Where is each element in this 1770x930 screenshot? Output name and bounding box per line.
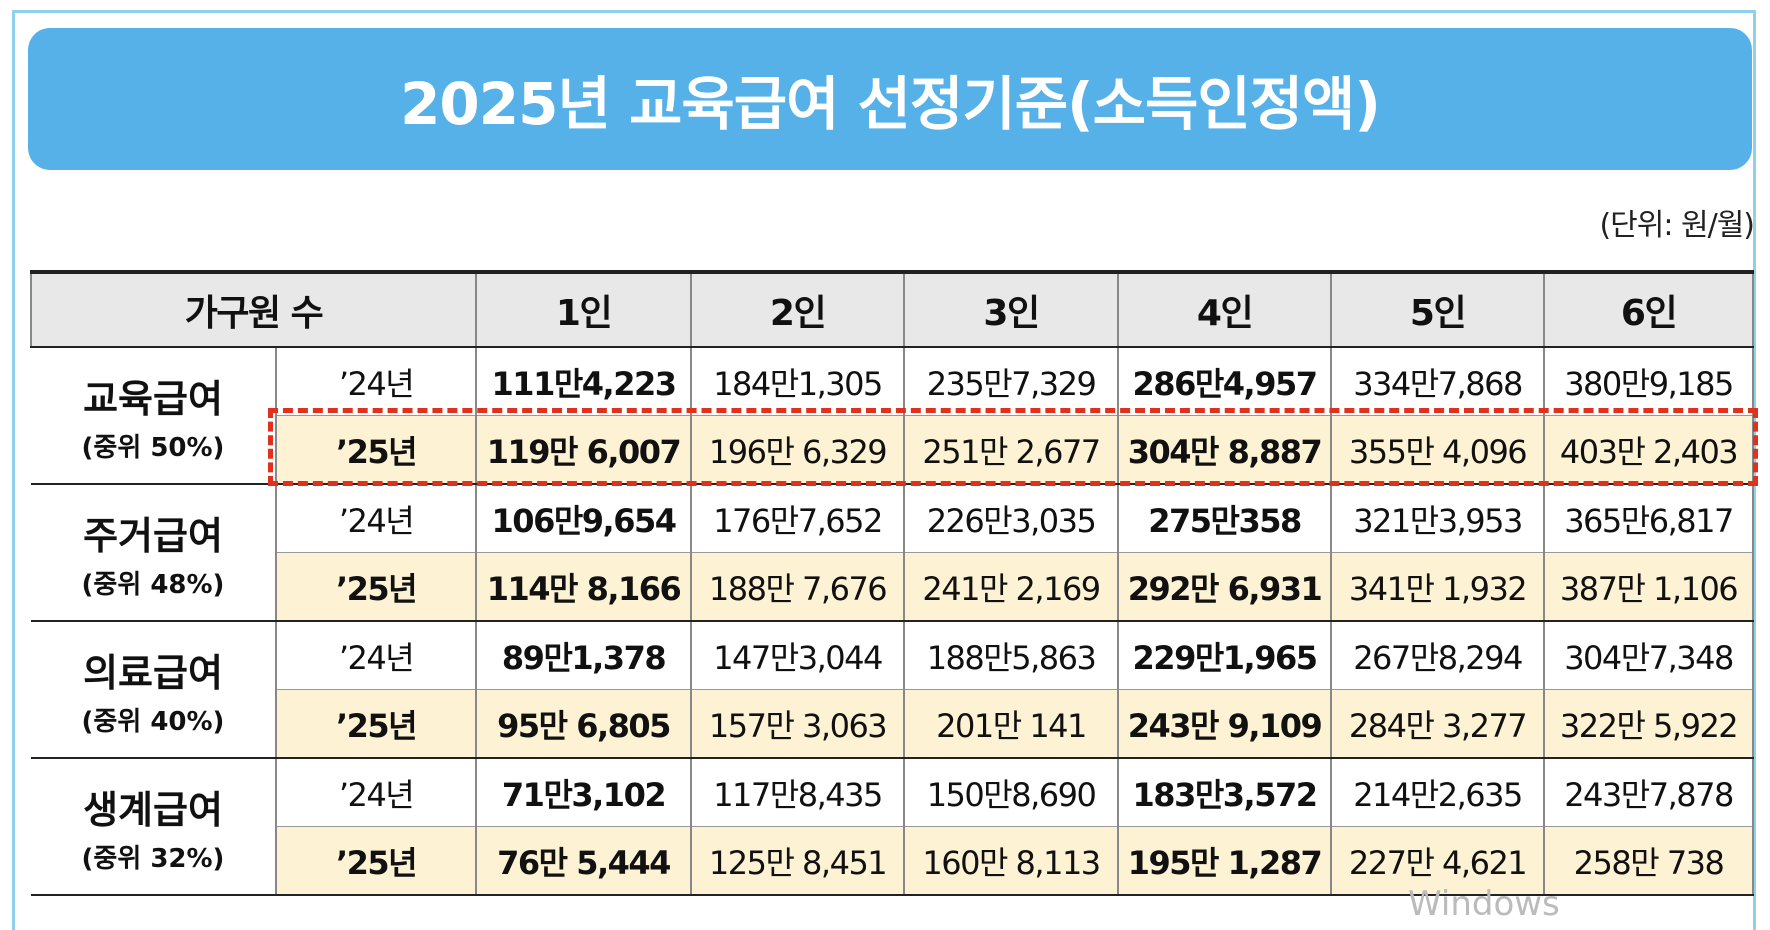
column-header: 5인 bbox=[1330, 270, 1546, 348]
table-row: 생계급여 (중위 32%) ’24년 71만3,102 117만8,435 150만8,6… bbox=[31, 758, 1755, 896]
table-row: ’25년 114만 8,166 188만 7,676 241만 2,169 292만 6… bbox=[31, 552, 1755, 622]
year-cell: ’25년 bbox=[274, 552, 478, 622]
value-cell: 106만9,654 bbox=[475, 484, 693, 553]
value-cell: 380만9,185 bbox=[1543, 347, 1755, 416]
value-cell: 188만5,863 bbox=[903, 621, 1120, 690]
table-row: ’25년 95만 6,805 157만 3,063 201만 141 243만 9,10… bbox=[31, 689, 1755, 759]
group-name: 주거급여 bbox=[83, 513, 223, 558]
group-cell: 주거급여 (중위 48%) bbox=[31, 484, 277, 622]
value-cell: 195만 1,287 bbox=[1117, 826, 1333, 896]
value-cell: 114만 8,166 bbox=[475, 552, 693, 622]
value-cell: 304만 8,887 bbox=[1117, 415, 1333, 485]
table-row: 교육급여 (중위 50%) ’24년 111만4,223 184만1,305 235만7,… bbox=[31, 347, 1755, 485]
year-cell: ’24년 bbox=[274, 621, 478, 690]
group-name: 생계급여 bbox=[83, 787, 223, 832]
value-cell: 258만 738 bbox=[1543, 826, 1755, 896]
value-cell: 403만 2,403 bbox=[1543, 415, 1755, 485]
year-cell: ’25년 bbox=[274, 689, 478, 759]
value-cell: 251만 2,677 bbox=[903, 415, 1120, 485]
value-cell: 243만7,878 bbox=[1543, 758, 1755, 827]
table-row: 의료급여 (중위 40%) ’24년 89만1,378 147만3,044 188만5,8… bbox=[31, 621, 1755, 759]
group-basis: (중위 40%) bbox=[81, 706, 225, 737]
value-cell: 125만 8,451 bbox=[690, 826, 906, 896]
column-header: 6인 bbox=[1543, 270, 1755, 348]
value-cell: 227만 4,621 bbox=[1330, 826, 1546, 896]
group-basis: (중위 32%) bbox=[81, 843, 225, 874]
value-cell: 196만 6,329 bbox=[690, 415, 906, 485]
group-cell: 의료급여 (중위 40%) bbox=[31, 621, 277, 759]
value-cell: 71만3,102 bbox=[475, 758, 693, 827]
group-name: 교육급여 bbox=[83, 376, 223, 421]
value-cell: 157만 3,063 bbox=[690, 689, 906, 759]
value-cell: 226만3,035 bbox=[903, 484, 1120, 553]
value-cell: 322만 5,922 bbox=[1543, 689, 1755, 759]
value-cell: 304만7,348 bbox=[1543, 621, 1755, 690]
value-cell: 292만 6,931 bbox=[1117, 552, 1333, 622]
year-cell: ’24년 bbox=[274, 758, 478, 827]
group-name: 의료급여 bbox=[83, 650, 223, 695]
group-basis: (중위 48%) bbox=[81, 569, 225, 600]
value-cell: 176만7,652 bbox=[690, 484, 906, 553]
value-cell: 201만 141 bbox=[903, 689, 1120, 759]
value-cell: 275만358 bbox=[1117, 484, 1333, 553]
column-header: 1인 bbox=[475, 270, 693, 348]
value-cell: 119만 6,007 bbox=[475, 415, 693, 485]
value-cell: 284만 3,277 bbox=[1330, 689, 1546, 759]
title-banner: 2025년 교육급여 선정기준(소득인정액) bbox=[28, 28, 1752, 170]
column-header: 2인 bbox=[690, 270, 906, 348]
value-cell: 321만3,953 bbox=[1330, 484, 1546, 553]
value-cell: 111만4,223 bbox=[475, 347, 693, 416]
value-cell: 147만3,044 bbox=[690, 621, 906, 690]
value-cell: 267만8,294 bbox=[1330, 621, 1546, 690]
value-cell: 355만 4,096 bbox=[1330, 415, 1546, 485]
unit-note: (단위: 원/월) bbox=[1599, 208, 1755, 243]
title: 2025년 교육급여 선정기준(소득인정액) bbox=[400, 70, 1381, 138]
year-cell: ’24년 bbox=[274, 347, 478, 416]
value-cell: 95만 6,805 bbox=[475, 689, 693, 759]
table-row: ’25년 76만 5,444 125만 8,451 160만 8,113 195만 1,… bbox=[31, 826, 1755, 896]
value-cell: 184만1,305 bbox=[690, 347, 906, 416]
year-cell: ’25년 bbox=[274, 826, 478, 896]
column-header: 가구원 수 bbox=[29, 270, 478, 348]
value-cell: 150만8,690 bbox=[903, 758, 1120, 827]
value-cell: 160만 8,113 bbox=[903, 826, 1120, 896]
value-cell: 76만 5,444 bbox=[475, 826, 693, 896]
table-row: 주거급여 (중위 48%) ’24년 106만9,654 176만7,652 226만3,… bbox=[31, 484, 1755, 622]
value-cell: 214만2,635 bbox=[1330, 758, 1546, 827]
value-cell: 229만1,965 bbox=[1117, 621, 1333, 690]
value-cell: 334만7,868 bbox=[1330, 347, 1546, 416]
year-cell: ’24년 bbox=[274, 484, 478, 553]
value-cell: 243만 9,109 bbox=[1117, 689, 1333, 759]
header-row: 가구원 수 1인 2인 3인 4인 5인 6인 bbox=[29, 270, 1755, 348]
year-cell: ’25년 bbox=[274, 415, 478, 485]
value-cell: 286만4,957 bbox=[1117, 347, 1333, 416]
group-cell: 교육급여 (중위 50%) bbox=[31, 347, 277, 485]
table-body: 교육급여 (중위 50%) ’24년 111만4,223 184만1,305 235만7,… bbox=[31, 347, 1755, 896]
value-cell: 241만 2,169 bbox=[903, 552, 1120, 622]
value-cell: 183만3,572 bbox=[1117, 758, 1333, 827]
value-cell: 341만 1,932 bbox=[1330, 552, 1546, 622]
group-basis: (중위 50%) bbox=[81, 432, 225, 463]
group-cell: 생계급여 (중위 32%) bbox=[31, 758, 277, 896]
criteria-table: 가구원 수 1인 2인 3인 4인 5인 6인 교육급여 (중위 50%) ’24년 111만4,… bbox=[29, 270, 1755, 896]
table-row: ’25년 119만 6,007 196만 6,329 251만 2,677 304만 8… bbox=[31, 415, 1755, 485]
watermark: Windows bbox=[1408, 884, 1560, 924]
value-cell: 387만 1,106 bbox=[1543, 552, 1755, 622]
value-cell: 188만 7,676 bbox=[690, 552, 906, 622]
column-header: 3인 bbox=[903, 270, 1120, 348]
value-cell: 365만6,817 bbox=[1543, 484, 1755, 553]
value-cell: 89만1,378 bbox=[475, 621, 693, 690]
value-cell: 117만8,435 bbox=[690, 758, 906, 827]
value-cell: 235만7,329 bbox=[903, 347, 1120, 416]
column-header: 4인 bbox=[1117, 270, 1333, 348]
